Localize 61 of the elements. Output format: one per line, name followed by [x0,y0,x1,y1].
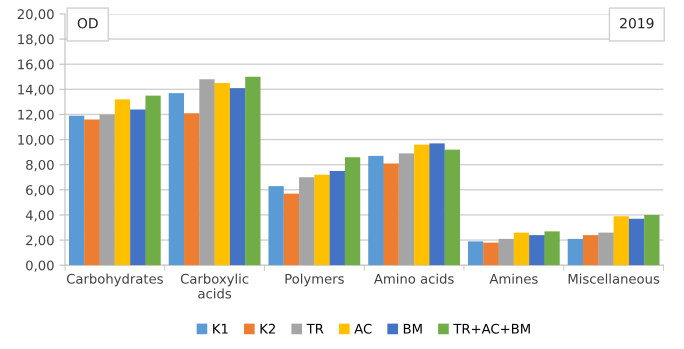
bar [544,231,560,266]
legend-label: AC [354,324,372,334]
bar [583,235,598,266]
y-tick-label: 0,00 [26,260,54,272]
bar [498,238,514,266]
bar [284,194,300,266]
bar [230,88,246,266]
x-tick-label: Carboxylic acids [180,274,248,299]
bar [568,238,584,266]
y-tick-label: 12,00 [18,110,54,122]
bar [514,232,530,266]
bar [330,171,345,266]
bar [114,99,130,266]
x-tick-label: Carbohydrates [66,274,163,286]
y-tick-label: 2,00 [26,235,54,247]
y-tick-label: 8,00 [26,160,54,172]
y-tick-label: 4,00 [26,210,54,222]
legend-label: K2 [260,324,275,334]
bar [429,143,445,266]
bar [299,177,314,266]
bar [344,157,360,266]
bar [68,116,84,266]
bar [314,174,330,266]
x-tick-label: Amines [490,274,538,284]
y-tick-label: 6,00 [26,185,54,196]
legend-label: TR [306,324,324,334]
bar [168,93,184,266]
y-tick-label: 18,00 [18,34,54,46]
bar [614,216,629,266]
x-tick-label: Polymers [286,274,344,286]
y-tick-label: 20,00 [18,9,54,21]
bar [100,114,115,266]
y-tick-label: 16,00 [18,59,54,71]
x-tick-label: Amino acids [374,274,454,284]
bar [414,144,430,266]
bar [398,153,414,266]
bar [368,156,384,266]
y-tick-label: 14,00 [18,84,54,96]
bar [199,79,215,266]
bar [598,232,614,266]
bar [184,113,200,266]
bar [130,109,146,266]
bar [245,76,260,266]
y-tick-label: 10,00 [18,134,54,146]
bar [384,163,399,266]
x-tick-label: Miscellaneous [568,274,660,284]
annotation: 2019 [620,18,654,28]
bar [483,242,499,266]
legend-label: K1 [213,324,228,334]
bar [268,186,284,266]
bar [628,218,644,266]
bar [468,241,484,266]
bar [145,96,161,266]
bar [214,83,230,266]
bar [84,120,100,266]
bar [444,150,460,266]
bar [529,235,544,266]
bar [644,214,660,266]
legend-label: BM [404,324,422,334]
annotation: OD [78,18,98,28]
legend-label: TR+AC+BM [453,324,530,334]
